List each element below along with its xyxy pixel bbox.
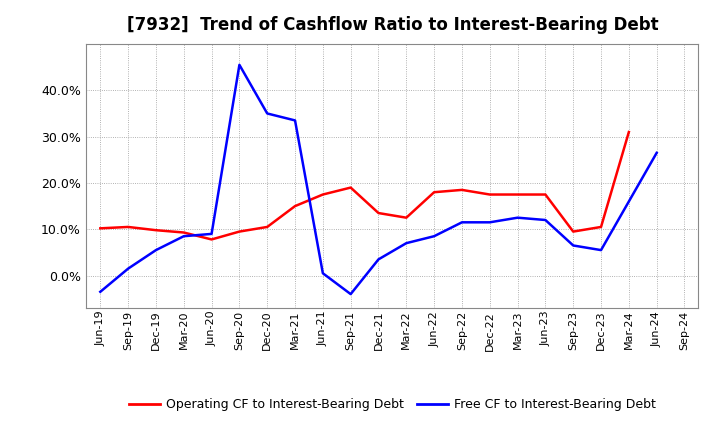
Free CF to Interest-Bearing Debt xyxy=(346,291,355,297)
Line: Free CF to Interest-Bearing Debt: Free CF to Interest-Bearing Debt xyxy=(100,65,657,294)
Operating CF to Interest-Bearing Debt xyxy=(569,229,577,234)
Operating CF to Interest-Bearing Debt xyxy=(207,237,216,242)
Free CF to Interest-Bearing Debt xyxy=(207,231,216,237)
Free CF to Interest-Bearing Debt xyxy=(541,217,550,223)
Operating CF to Interest-Bearing Debt xyxy=(152,227,161,233)
Free CF to Interest-Bearing Debt xyxy=(513,215,522,220)
Title: [7932]  Trend of Cashflow Ratio to Interest-Bearing Debt: [7932] Trend of Cashflow Ratio to Intere… xyxy=(127,16,658,34)
Free CF to Interest-Bearing Debt xyxy=(597,247,606,253)
Free CF to Interest-Bearing Debt xyxy=(485,220,494,225)
Operating CF to Interest-Bearing Debt xyxy=(318,192,327,197)
Line: Operating CF to Interest-Bearing Debt: Operating CF to Interest-Bearing Debt xyxy=(100,132,629,239)
Operating CF to Interest-Bearing Debt xyxy=(624,129,633,135)
Legend: Operating CF to Interest-Bearing Debt, Free CF to Interest-Bearing Debt: Operating CF to Interest-Bearing Debt, F… xyxy=(124,393,661,416)
Free CF to Interest-Bearing Debt xyxy=(374,257,383,262)
Operating CF to Interest-Bearing Debt xyxy=(374,210,383,216)
Operating CF to Interest-Bearing Debt xyxy=(485,192,494,197)
Free CF to Interest-Bearing Debt xyxy=(96,289,104,294)
Operating CF to Interest-Bearing Debt xyxy=(346,185,355,190)
Free CF to Interest-Bearing Debt xyxy=(430,234,438,239)
Operating CF to Interest-Bearing Debt xyxy=(513,192,522,197)
Free CF to Interest-Bearing Debt xyxy=(152,247,161,253)
Free CF to Interest-Bearing Debt xyxy=(624,199,633,204)
Free CF to Interest-Bearing Debt xyxy=(652,150,661,155)
Free CF to Interest-Bearing Debt xyxy=(402,241,410,246)
Free CF to Interest-Bearing Debt xyxy=(235,62,243,67)
Free CF to Interest-Bearing Debt xyxy=(291,118,300,123)
Operating CF to Interest-Bearing Debt xyxy=(235,229,243,234)
Operating CF to Interest-Bearing Debt xyxy=(179,230,188,235)
Operating CF to Interest-Bearing Debt xyxy=(541,192,550,197)
Operating CF to Interest-Bearing Debt xyxy=(458,187,467,193)
Free CF to Interest-Bearing Debt xyxy=(458,220,467,225)
Free CF to Interest-Bearing Debt xyxy=(318,271,327,276)
Operating CF to Interest-Bearing Debt xyxy=(263,224,271,230)
Operating CF to Interest-Bearing Debt xyxy=(96,226,104,231)
Operating CF to Interest-Bearing Debt xyxy=(597,224,606,230)
Free CF to Interest-Bearing Debt xyxy=(569,243,577,248)
Operating CF to Interest-Bearing Debt xyxy=(430,190,438,195)
Free CF to Interest-Bearing Debt xyxy=(263,111,271,116)
Operating CF to Interest-Bearing Debt xyxy=(291,203,300,209)
Free CF to Interest-Bearing Debt xyxy=(124,266,132,271)
Operating CF to Interest-Bearing Debt xyxy=(124,224,132,230)
Operating CF to Interest-Bearing Debt xyxy=(402,215,410,220)
Free CF to Interest-Bearing Debt xyxy=(179,234,188,239)
